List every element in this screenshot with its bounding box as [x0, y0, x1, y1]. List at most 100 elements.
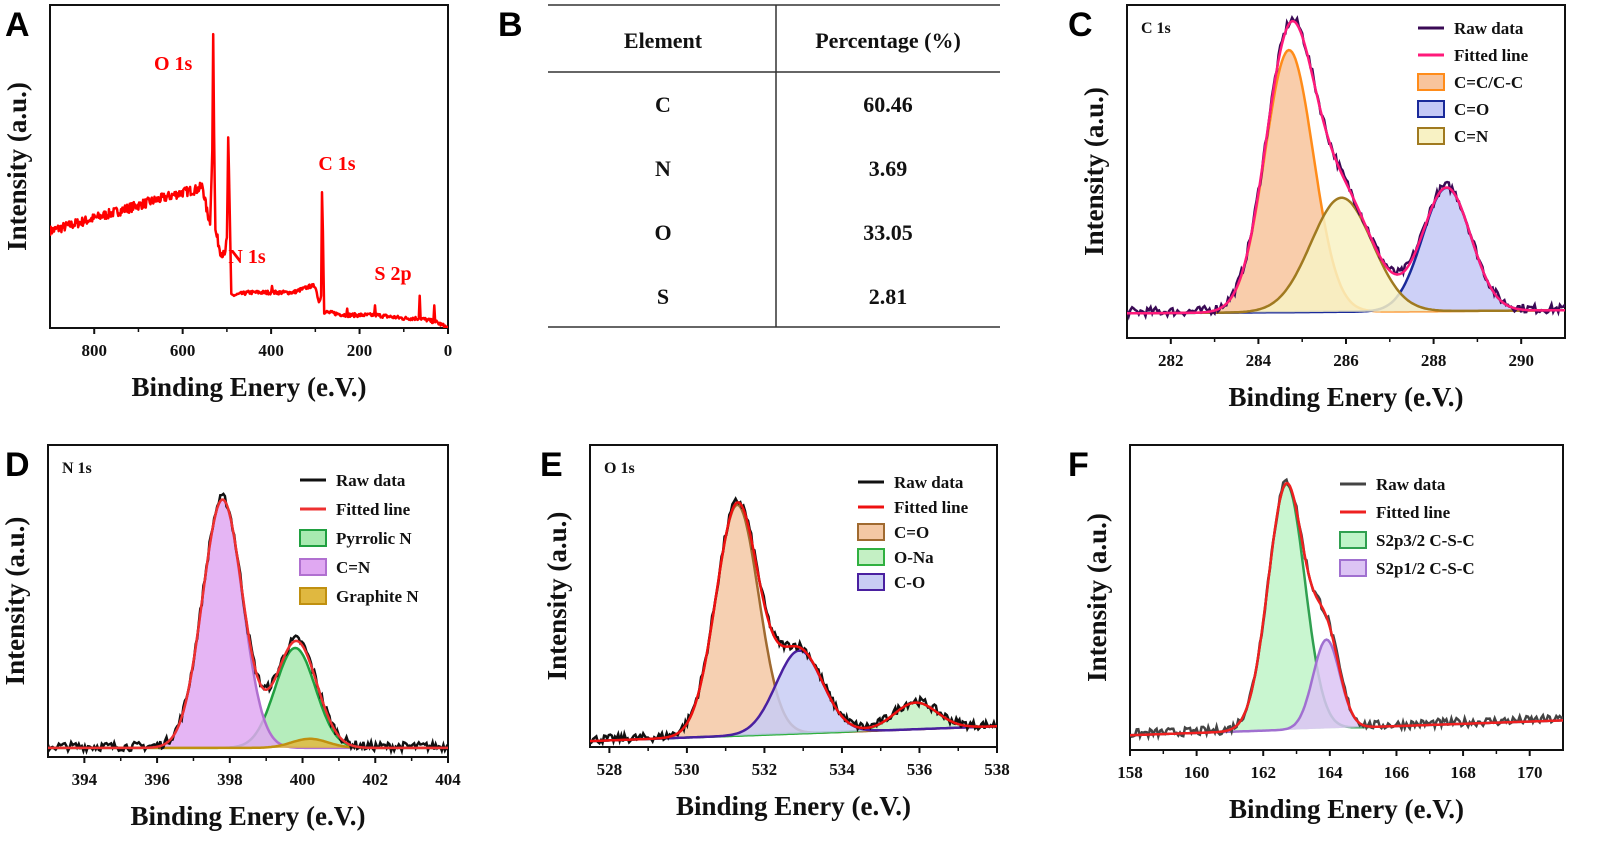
legend-item: S2p3/2 C-S-C — [1339, 531, 1475, 550]
panel-c-x-tick-label: 290 — [1508, 351, 1534, 370]
panel-d-plot-frame — [47, 444, 449, 758]
table-row: N 3.69 — [655, 156, 907, 181]
peak-annotation: N 1s — [228, 246, 265, 268]
legend-label: S2p3/2 C-S-C — [1376, 531, 1475, 550]
legend-box-swatch — [857, 523, 885, 541]
legend-item: Graphite N — [299, 587, 419, 606]
legend-item: C-O — [857, 573, 925, 592]
table-row: O 33.05 — [654, 220, 912, 245]
panel-c-x-axis-label: Binding Enery (e.V.) — [1228, 382, 1463, 412]
panel-d-x-tick-label: 398 — [217, 770, 243, 789]
table-row: C 60.46 — [655, 92, 913, 117]
fitted-line — [590, 501, 997, 743]
panel-f-x-axis-label: Binding Enery (e.V.) — [1229, 794, 1464, 824]
legend-label: C-O — [894, 573, 925, 592]
table-cell-percentage: 2.81 — [869, 284, 908, 309]
panel-f-plot-frame — [1129, 444, 1564, 751]
panel-a-x-tick-label: 800 — [81, 341, 107, 360]
legend-item: C=N — [1417, 127, 1489, 146]
panel-d-plot-area — [48, 492, 448, 756]
legend-label: C=O — [1454, 100, 1489, 119]
component-fill-1 — [1127, 187, 1565, 314]
panel-c-x-tick-label: 288 — [1421, 351, 1447, 370]
legend-item: Raw data — [300, 471, 406, 490]
table-cell-element: N — [655, 156, 671, 181]
panel-a-plot-area — [50, 32, 448, 328]
panel-a-y-axis-label: Intensity (a.u.) — [2, 82, 32, 251]
panel-f-x-tick-label: 162 — [1250, 763, 1276, 782]
table-cell-percentage: 33.05 — [863, 220, 913, 245]
panel-d: D 394 396 398 400 402 404 Binding Enery (e.V.) I… — [0, 444, 461, 831]
panel-c-x-tick-label: 282 — [1158, 351, 1184, 370]
peak-annotation: O 1s — [154, 53, 193, 75]
legend-label: Raw data — [1376, 475, 1446, 494]
panel-f-legend: Raw data Fitted line S2p3/2 C-S-C S2p1/2 C-… — [1339, 475, 1475, 578]
legend-box-swatch — [299, 587, 327, 605]
panel-f-y-axis-label: Intensity (a.u.) — [1082, 513, 1112, 682]
legend-label: C=N — [1454, 127, 1489, 146]
panel-e-letter: E — [540, 446, 563, 484]
panel-c: C 282 284 286 288 290 Binding Enery (e.V.) Inte… — [1068, 4, 1566, 412]
panel-e-tag: O 1s — [604, 460, 635, 477]
legend-box-swatch — [857, 573, 885, 591]
survey-spectrum-line — [50, 32, 448, 328]
panel-a-plot-frame — [49, 4, 449, 329]
legend-item: Fitted line — [1340, 503, 1451, 522]
table-cell-element: S — [657, 284, 669, 309]
legend-item: C=O — [1417, 100, 1489, 119]
legend-box-swatch — [1339, 531, 1367, 549]
legend-item: C=O — [857, 523, 929, 542]
panel-f: F 158 160 162 164 166 168 170 Binding Enery (e.V… — [1068, 444, 1564, 824]
component-fill-2 — [590, 650, 997, 742]
panel-c-tag: C 1s — [1141, 20, 1171, 37]
legend-item: Fitted line — [858, 498, 969, 517]
panel-f-x-tick-label: 166 — [1384, 763, 1410, 782]
legend-label: Pyrrolic N — [336, 529, 412, 548]
legend-box-swatch — [1417, 127, 1445, 145]
panel-d-y-axis-label: Intensity (a.u.) — [0, 517, 30, 686]
peak-annotation: C 1s — [318, 153, 355, 175]
panel-d-x-tick-label: 400 — [290, 770, 316, 789]
panel-a-x-tick-label: 600 — [170, 341, 196, 360]
legend-label: Fitted line — [894, 498, 969, 517]
panel-c-letter: C — [1068, 6, 1093, 44]
legend-box-swatch — [1417, 100, 1445, 118]
legend-label: Raw data — [336, 471, 406, 490]
fitted-line — [1127, 19, 1565, 315]
legend-label: O-Na — [894, 548, 934, 567]
panel-d-x-tick-label: 396 — [144, 770, 170, 789]
panel-d-legend: Raw data Fitted line Pyrrolic N C=N Graphite… — [299, 471, 419, 606]
legend-item: Raw data — [858, 473, 964, 492]
table-cell-element: C — [655, 92, 671, 117]
panel-a-letter: A — [5, 6, 30, 44]
panel-e: E 528 530 532 534 536 538 Binding Enery (e.V.) I… — [540, 444, 1010, 821]
panel-a-x-tick-label: 0 — [444, 341, 453, 360]
legend-box-swatch — [299, 558, 327, 576]
panel-c-plot-area — [1127, 15, 1565, 321]
legend-label: S2p1/2 C-S-C — [1376, 559, 1475, 578]
table-cell-percentage: 60.46 — [863, 92, 913, 117]
panel-f-x-tick-label: 170 — [1517, 763, 1543, 782]
table-cell-element: O — [654, 220, 671, 245]
panel-e-plot-area — [590, 496, 997, 747]
legend-label: Raw data — [894, 473, 964, 492]
panel-e-x-tick-label: 536 — [907, 760, 933, 779]
panel-e-x-tick-label: 530 — [674, 760, 700, 779]
panel-f-x-tick-label: 158 — [1117, 763, 1143, 782]
component-fill-1 — [590, 702, 997, 742]
panel-c-y-axis-label: Intensity (a.u.) — [1079, 87, 1109, 256]
panel-d-x-tick-label: 394 — [72, 770, 98, 789]
panel-a-x-axis-label: Binding Enery (e.V.) — [131, 372, 366, 402]
legend-label: Fitted line — [336, 500, 411, 519]
peak-annotation: S 2p — [374, 263, 411, 285]
legend-item: Raw data — [1418, 19, 1524, 38]
table-header-element: Element — [624, 28, 703, 53]
fitted-line — [48, 498, 448, 750]
table-cell-percentage: 3.69 — [869, 156, 908, 181]
legend-box-swatch — [857, 548, 885, 566]
panel-e-x-axis-label: Binding Enery (e.V.) — [676, 791, 911, 821]
component-fill-2 — [1127, 197, 1565, 314]
legend-label: Fitted line — [1376, 503, 1451, 522]
panel-d-x-axis-label: Binding Enery (e.V.) — [130, 801, 365, 831]
